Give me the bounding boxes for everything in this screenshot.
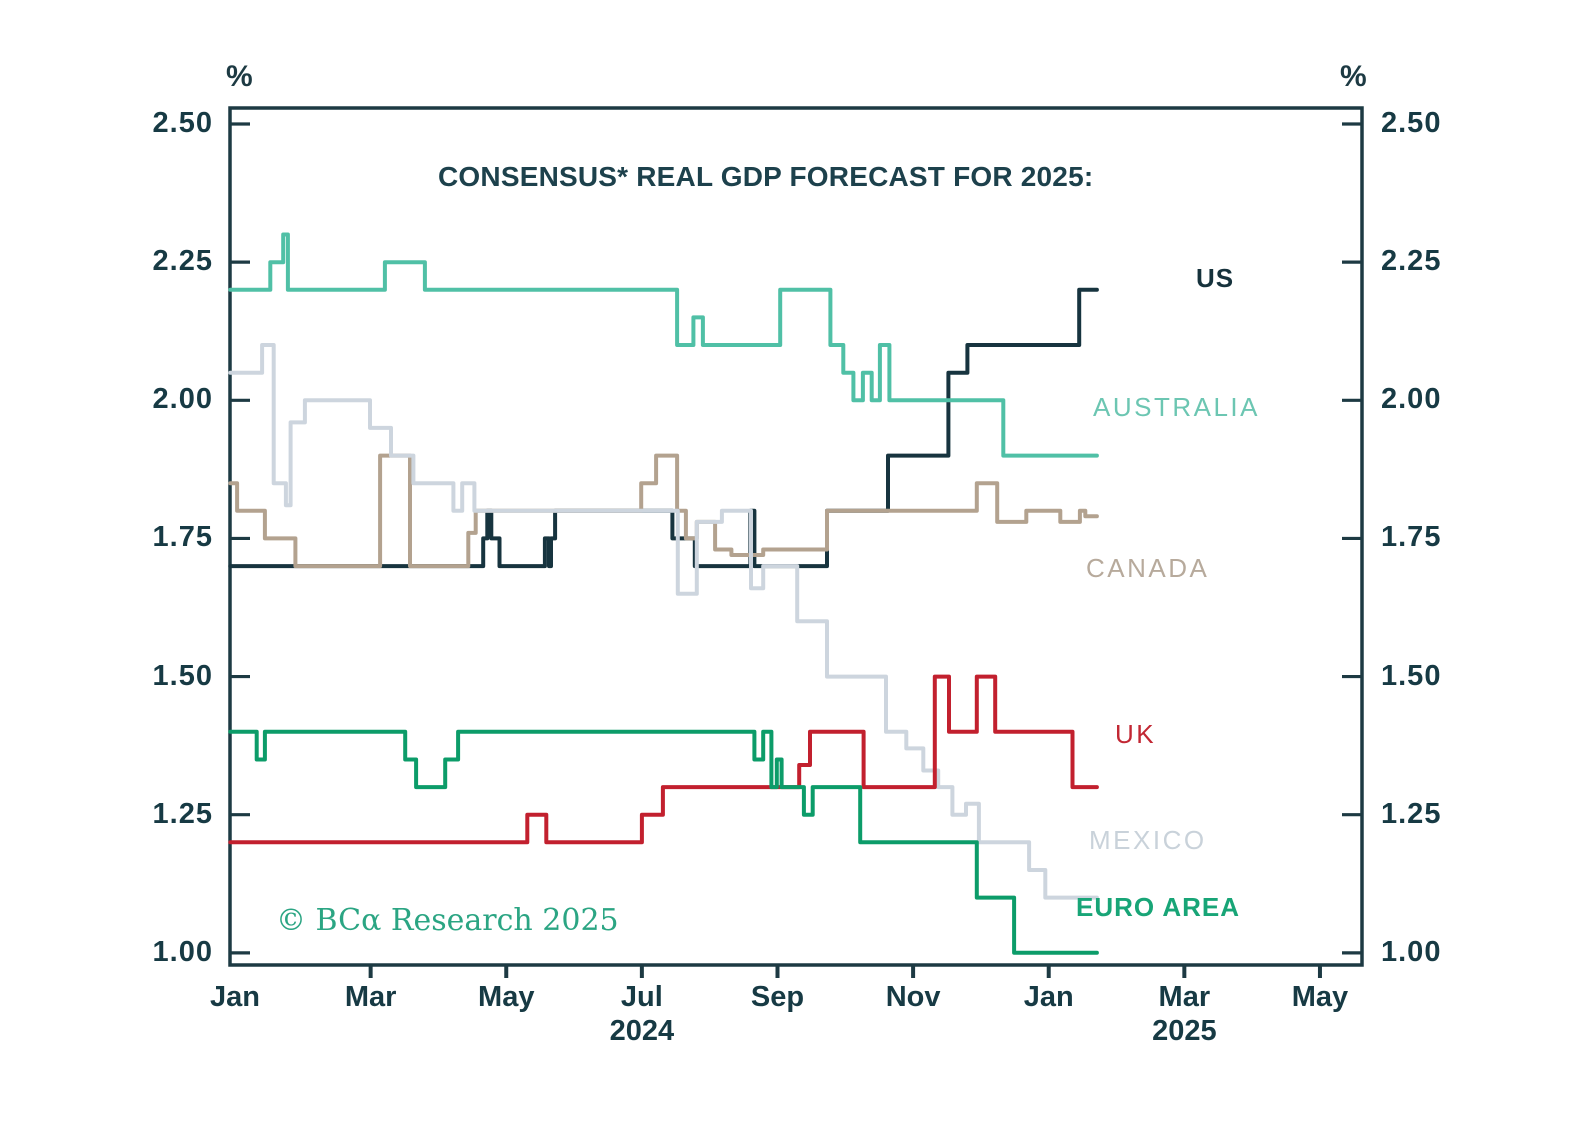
series-line-canada xyxy=(228,453,1099,569)
y-axis-label-left: 1.50 xyxy=(152,659,213,692)
series-line-australia xyxy=(228,232,1099,458)
y-axis-label-left: 1.75 xyxy=(152,521,213,554)
x-axis-label-month: May xyxy=(1291,981,1349,1013)
chart-title: CONSENSUS* REAL GDP FORECAST FOR 2025: xyxy=(438,161,1094,192)
x-axis-label-month: Mar xyxy=(344,981,397,1013)
x-axis-label-month: Sep xyxy=(750,981,805,1013)
series-line-euro-area xyxy=(228,729,1099,955)
y-axis-label-left: 1.25 xyxy=(152,797,213,830)
series-label-euro-area: EURO AREA xyxy=(1076,892,1241,922)
y-axis-label-right: 1.25 xyxy=(1381,797,1442,830)
plot-frame xyxy=(228,106,1364,967)
copyright-text: © BCα Research 2025 xyxy=(276,903,619,938)
y-axis-label-right: 1.75 xyxy=(1381,521,1442,554)
y-axis-label-right: 2.00 xyxy=(1381,383,1442,416)
y-axis-label-right: 2.50 xyxy=(1381,107,1442,140)
percent-label-left: % xyxy=(226,60,254,93)
series-line-us xyxy=(228,287,1099,569)
x-axis-label-month: Nov xyxy=(885,981,941,1013)
x-axis-label-month: Jan xyxy=(210,981,260,1013)
percent-label-right: % xyxy=(1340,60,1368,93)
series-line-mexico xyxy=(228,343,1099,900)
series-line-uk xyxy=(228,674,1099,845)
x-axis-label-month: Mar xyxy=(1158,981,1211,1013)
y-axis-label-right: 2.25 xyxy=(1381,245,1442,278)
y-axis-label-left: 1.00 xyxy=(152,935,213,968)
y-axis-label-left: 2.00 xyxy=(152,383,213,416)
series-label-canada: CANADA xyxy=(1086,553,1210,583)
x-axis-label-month: May xyxy=(478,981,535,1013)
x-axis-label-year: 2024 xyxy=(609,1015,675,1047)
y-axis-label-right: 1.00 xyxy=(1381,935,1442,968)
series-label-australia: AUSTRALIA xyxy=(1093,392,1260,422)
x-axis-label-year: 2025 xyxy=(1152,1015,1217,1047)
series-label-us: US xyxy=(1196,263,1235,293)
series-label-mexico: MEXICO xyxy=(1089,825,1207,855)
x-axis-label-month: Jul xyxy=(620,981,663,1013)
y-axis-label-left: 2.25 xyxy=(152,245,213,278)
y-axis-label-right: 1.50 xyxy=(1381,659,1442,692)
y-axis-label-left: 2.50 xyxy=(152,107,213,140)
series-label-uk: UK xyxy=(1115,719,1157,749)
x-axis-label-month: Jan xyxy=(1023,981,1074,1013)
